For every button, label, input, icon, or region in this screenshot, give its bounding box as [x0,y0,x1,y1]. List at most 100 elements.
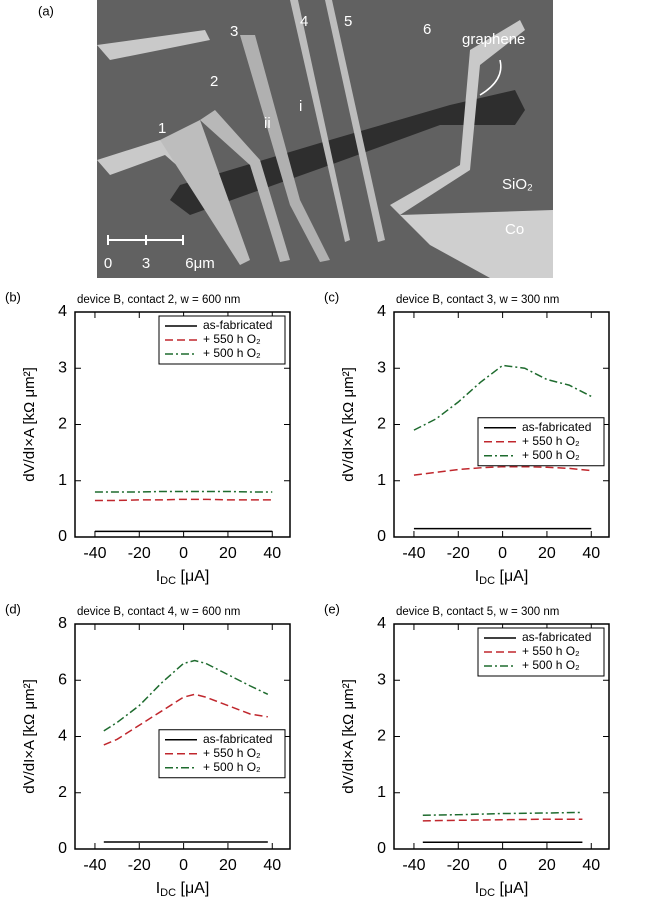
y-tick-label: 1 [377,784,386,801]
x-label-sub: DC [479,887,495,899]
y-tick-label: 2 [377,416,386,433]
x-tick-label: -20 [447,857,470,874]
y-tick-label: 3 [377,671,386,688]
data-line [422,818,583,822]
data-line [94,490,273,493]
legend-label: + 550 h O₂ [522,434,580,448]
contact-label: 3 [230,23,238,40]
legend-label: + 550 h O₂ [522,644,580,658]
chart-title: device B, contact 2, w = 600 nm [77,294,240,306]
y-tick-label: 4 [58,303,67,320]
y-tick-label: 0 [58,840,67,857]
y-tick-label: 0 [377,840,386,857]
panel-label: (b) [5,289,21,304]
y-tick-label: 3 [58,359,67,376]
x-label-main: I [475,568,479,585]
y-tick-label: 1 [58,472,67,489]
legend-label: + 550 h O₂ [203,746,261,760]
x-label-rest: [μA] [176,880,209,897]
legend-label: as-fabricated [522,630,591,644]
legend-label: as-fabricated [203,732,272,746]
panel-label: (e) [324,601,340,616]
legend-label: + 550 h O₂ [203,332,261,346]
legend-label: + 500 h O₂ [522,658,580,672]
x-tick-label: 0 [179,857,188,874]
y-tick-label: 4 [377,615,386,632]
data-line [413,465,592,476]
y-tick-label: 6 [58,671,67,688]
x-label-sub: DC [160,575,176,587]
x-tick-label: -20 [128,857,151,874]
y-axis-label: dV/dI×A [kΩ μm²] [340,679,357,793]
x-tick-label: 20 [219,857,237,874]
x-label-rest: [μA] [495,880,528,897]
x-tick-label: 20 [538,857,556,874]
y-axis-label: dV/dI×A [kΩ μm²] [21,679,38,793]
chart-title: device B, contact 4, w = 600 nm [77,606,240,618]
legend-label: + 500 h O₂ [203,760,261,774]
panel-label: (a) [38,3,54,18]
x-tick-label: 0 [498,857,507,874]
contact-label: 2 [210,73,218,90]
x-tick-label: 20 [219,545,237,562]
y-tick-label: 2 [58,784,67,801]
y-tick-label: 3 [377,359,386,376]
scale-label: 0 [104,255,112,272]
metal-label: Co [505,221,524,238]
x-tick-label: 0 [179,545,188,562]
substrate-label: SiO₂ [502,176,533,193]
x-axis-label: IDC [μA] [475,568,529,587]
x-tick-label: 40 [263,857,281,874]
y-tick-label: 2 [58,416,67,433]
x-tick-label: 40 [263,545,281,562]
y-tick-label: 0 [58,528,67,545]
data-line [103,693,268,746]
data-line [94,498,273,502]
x-tick-label: -40 [402,857,425,874]
x-label-rest: [μA] [176,568,209,585]
contact-label: 1 [158,120,166,137]
legend-label: as-fabricated [522,420,591,434]
x-tick-label: -40 [402,545,425,562]
x-label-rest: [μA] [495,568,528,585]
y-axis-label: dV/dI×A [kΩ μm²] [340,367,357,481]
y-tick-label: 4 [377,303,386,320]
x-label-main: I [475,880,479,897]
y-axis-label: dV/dI×A [kΩ μm²] [21,367,38,481]
x-label-main: I [156,568,160,585]
x-tick-label: -40 [83,545,106,562]
legend-label: as-fabricated [203,318,272,332]
contact-label: 5 [344,13,352,30]
contact-label: 6 [423,21,431,38]
graphene-label: graphene [462,31,525,48]
y-tick-label: 2 [377,728,386,745]
micrograph [97,0,553,278]
x-tick-label: -40 [83,857,106,874]
x-tick-label: 0 [498,545,507,562]
contact-label: 4 [300,13,308,30]
y-tick-label: 1 [377,472,386,489]
x-axis-label: IDC [μA] [156,880,210,899]
x-axis-label: IDC [μA] [475,880,529,899]
region-label: ii [264,115,271,132]
x-tick-label: 40 [582,545,600,562]
chart-title: device B, contact 3, w = 300 nm [396,294,559,306]
x-axis-label: IDC [μA] [156,568,210,587]
legend-label: + 500 h O₂ [203,346,261,360]
y-tick-label: 8 [58,615,67,632]
x-tick-label: 20 [538,545,556,562]
scale-label: 6μm [185,255,214,272]
scale-label: 3 [142,255,150,272]
data-line [103,659,269,732]
chart-title: device B, contact 5, w = 300 nm [396,606,559,618]
x-label-sub: DC [160,887,176,899]
x-label-sub: DC [479,575,495,587]
data-line [422,811,583,816]
x-tick-label: 40 [582,857,600,874]
legend-label: + 500 h O₂ [522,448,580,462]
x-tick-label: -20 [128,545,151,562]
y-tick-label: 4 [58,728,67,745]
x-tick-label: -20 [447,545,470,562]
region-label: i [299,98,302,115]
